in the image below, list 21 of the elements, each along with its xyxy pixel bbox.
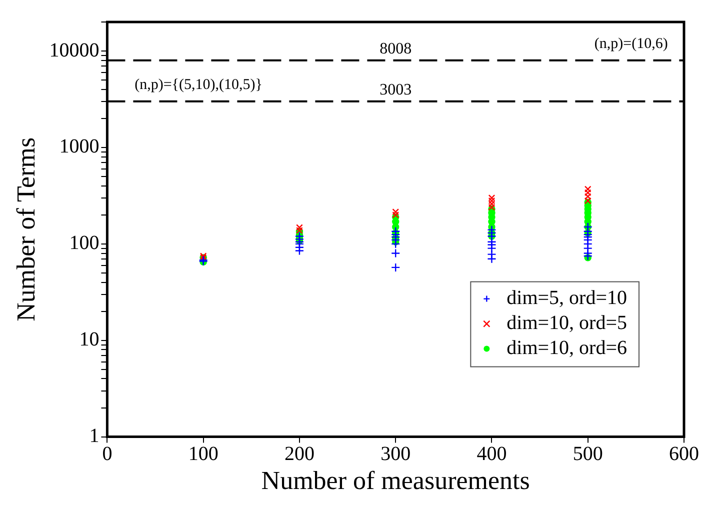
y-tick-label: 1000: [59, 136, 100, 158]
y-tick-label: 1: [89, 425, 100, 448]
x-tick-label: 400: [476, 443, 507, 466]
x-tick-label: 200: [284, 443, 314, 466]
x-tick-label: 600: [669, 443, 699, 466]
x-tick-label: 500: [572, 443, 603, 466]
annotation: (n,p)={(5,10),(10,5)}: [134, 76, 262, 93]
y-tick-label: 10: [79, 328, 100, 351]
legend-label: dim=10, ord=5: [506, 312, 628, 334]
ref-line-label: 8008: [380, 40, 412, 58]
y-axis-title: Number of Terms: [11, 137, 40, 322]
legend-label: dim=10, ord=6: [506, 337, 628, 360]
ref-line-label: 3003: [380, 82, 412, 99]
y-tick-label: 100: [69, 232, 100, 254]
x-tick-label: 100: [188, 443, 218, 466]
annotation: (n,p)=(10,6): [594, 36, 668, 52]
legend-label: dim=5, ord=10: [506, 287, 628, 310]
x-tick-label: 300: [380, 443, 411, 466]
x-axis-title: Number of measurements: [261, 466, 530, 496]
x-tick-label: 0: [102, 443, 112, 466]
y-tick-label: 10000: [49, 39, 100, 62]
